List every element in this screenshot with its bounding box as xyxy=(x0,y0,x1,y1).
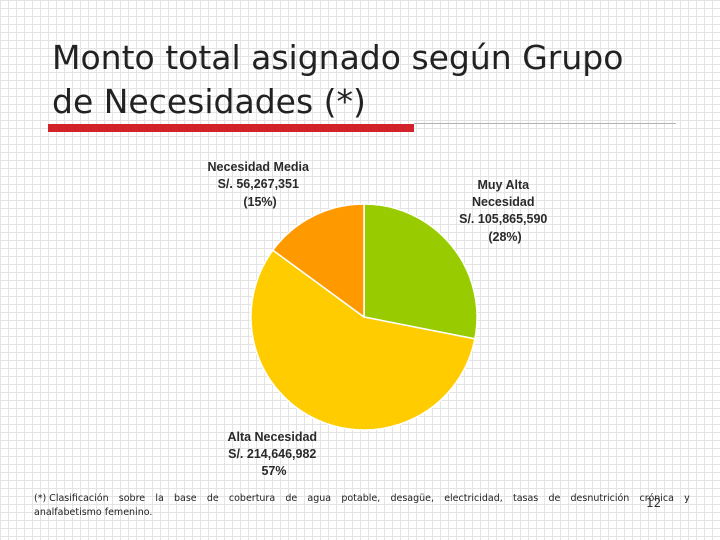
footnote-line-1: (*) Clasificación sobre la base de cobertura d… xyxy=(34,492,690,506)
footnote-word: tasas xyxy=(512,493,539,504)
footnote-word: de xyxy=(206,493,219,504)
pie-slice-media xyxy=(271,203,365,319)
footnote-word: potable, xyxy=(341,493,381,504)
label-media-line-3: (15%) xyxy=(243,195,276,209)
footnote-word: la xyxy=(155,493,164,504)
footnote-word: cobertura xyxy=(228,493,276,504)
label-media-line-1: Necesidad Media xyxy=(208,160,310,174)
label-media-line-2: S/. 56,267,351 xyxy=(218,177,299,191)
footnote-word: de xyxy=(285,493,298,504)
slice-label-media: Necesidad Media S/. 56,267,351 (15%) xyxy=(208,160,313,209)
pie-slices xyxy=(250,203,478,431)
footnote-word: y xyxy=(684,493,690,504)
slide-title-line-2: de Necesidades (*) xyxy=(52,82,366,121)
pie-slice-muy-alta xyxy=(363,203,478,340)
footnote-line-2: analfabetismo femenino. xyxy=(34,507,153,518)
slide-title-line-1: Monto total asignado según Grupo xyxy=(52,38,624,77)
footnote-word: desagüe, xyxy=(390,493,434,504)
title-accent-bar xyxy=(48,124,414,132)
footnote-word: agua xyxy=(307,493,332,504)
label-muy-alta-line-1: Muy Alta xyxy=(477,178,530,192)
label-alta-line-2: S/. 214,646,982 xyxy=(228,447,316,461)
footnote-word: desnutrición xyxy=(570,493,630,504)
label-alta-line-1: Alta Necesidad xyxy=(227,430,317,444)
footnote-word: electricidad, xyxy=(444,493,503,504)
slice-label-muy-alta: Muy Alta Necesidad S/. 105,865,590 (28%) xyxy=(459,178,551,244)
footnote: (*) Clasificación sobre la base de cobertura d… xyxy=(34,492,690,520)
label-muy-alta-line-4: (28%) xyxy=(488,230,521,244)
footnote-word: base xyxy=(173,493,197,504)
footnote-word: (*) Clasificación xyxy=(34,493,109,504)
label-muy-alta-line-3: S/. 105,865,590 xyxy=(459,212,547,226)
slice-label-alta: Alta Necesidad S/. 214,646,982 57% xyxy=(227,430,320,478)
pie-slice-alta xyxy=(250,249,476,431)
title-divider-line xyxy=(414,123,676,124)
footnote-word: de xyxy=(548,493,561,504)
footnote-word: crónica xyxy=(639,493,674,504)
page-number: 12 xyxy=(646,496,662,510)
label-alta-line-3: 57% xyxy=(261,464,286,478)
slide-title: Monto total asignado según Grupo de Nece… xyxy=(52,36,692,124)
footnote-word: sobre xyxy=(118,493,146,504)
label-muy-alta-line-2: Necesidad xyxy=(472,195,535,209)
